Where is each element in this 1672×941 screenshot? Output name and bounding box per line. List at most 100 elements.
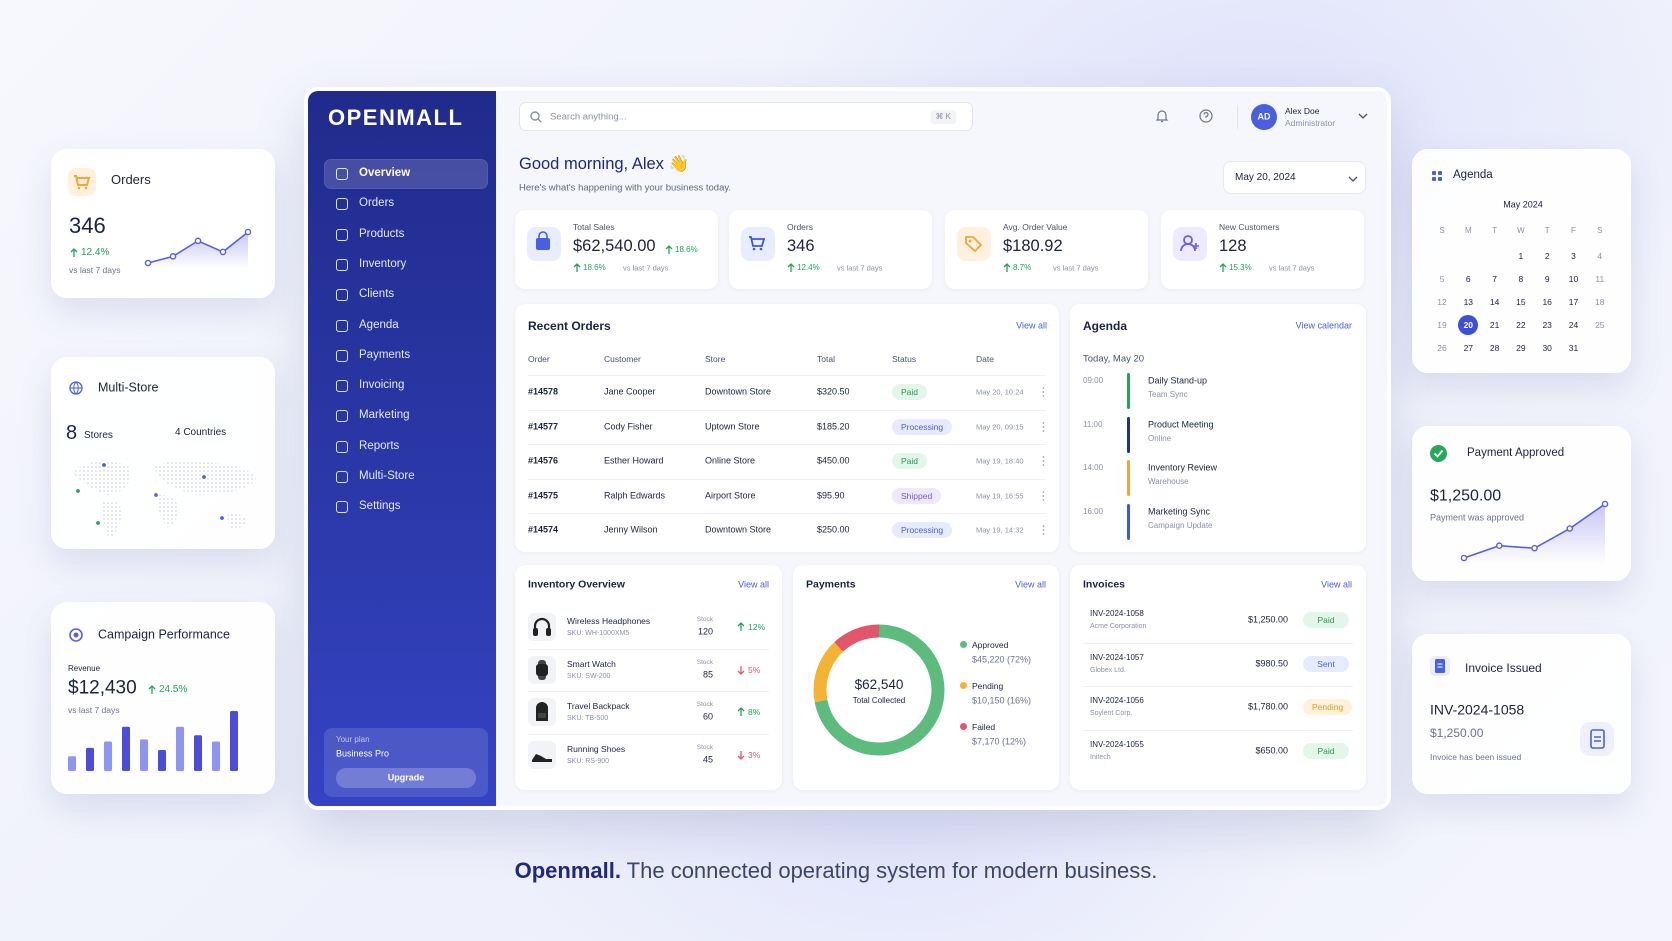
check-icon — [1430, 445, 1447, 462]
menu-dot — [1042, 425, 1045, 428]
sparkline-point — [144, 259, 152, 267]
widget-change: 24.5% — [159, 684, 188, 695]
bar — [230, 711, 238, 771]
search-box[interactable]: Search anything... ⌘ K — [519, 102, 973, 131]
calendar-day[interactable]: 13 — [1463, 296, 1474, 307]
nav-item[interactable]: Clients — [324, 280, 488, 310]
calendar-day[interactable]: 25 — [1595, 319, 1605, 330]
target-icon — [69, 628, 83, 642]
calendar-day[interactable]: 20 — [1463, 319, 1474, 330]
row-divider — [1083, 642, 1353, 644]
view-all-link[interactable]: View all — [1321, 579, 1352, 590]
card-title: Payments — [806, 578, 856, 591]
calendar-day[interactable]: 16 — [1542, 296, 1552, 307]
calendar-day[interactable]: 4 — [1597, 250, 1603, 261]
calendar-day[interactable]: 12 — [1437, 296, 1447, 307]
calendar-day[interactable]: 30 — [1542, 342, 1552, 353]
nav-item[interactable]: Products — [324, 220, 488, 250]
kpi-card: Avg. Order Value $180.92 8.7% vs last 7 day… — [945, 210, 1148, 289]
product-sku: SKU: RS-900 — [567, 757, 610, 765]
card-title: Agenda — [1083, 318, 1128, 333]
nav-label: Reports — [359, 439, 400, 452]
nav-item[interactable]: Multi-Store — [324, 462, 488, 492]
view-all-link[interactable]: View all — [1016, 320, 1047, 331]
upgrade-button[interactable]: Upgrade — [336, 768, 476, 788]
calendar-day[interactable]: 5 — [1439, 273, 1445, 284]
nav-item[interactable]: Inventory — [324, 250, 488, 280]
calendar-day[interactable]: 3 — [1571, 250, 1576, 261]
continent — [157, 494, 179, 527]
view-all-link[interactable]: View all — [1015, 579, 1046, 590]
event-title: Inventory Review — [1148, 462, 1218, 473]
order-cell: #14575 — [528, 490, 559, 501]
nav-item[interactable]: Reports — [324, 432, 488, 462]
status-pill: Paid — [1303, 742, 1349, 759]
bar — [212, 741, 220, 771]
invoice-amount: $650.00 — [1255, 745, 1288, 756]
kpi-badge: 18.6% — [675, 245, 698, 255]
calendar-day[interactable]: 26 — [1437, 342, 1447, 353]
calendar-day[interactable]: 24 — [1568, 319, 1579, 330]
calendar-day[interactable]: 1 — [1518, 250, 1524, 261]
calendar-day[interactable]: 10 — [1568, 273, 1579, 284]
calendar-day[interactable]: 2 — [1544, 250, 1550, 261]
arrow-up — [70, 248, 78, 257]
nav-item[interactable]: Orders — [324, 189, 488, 219]
arrow-shape — [148, 685, 156, 694]
view-calendar-link[interactable]: View calendar — [1295, 320, 1352, 331]
row-divider — [528, 733, 769, 735]
status-pill: Processing — [892, 418, 953, 435]
calendar-day[interactable]: 17 — [1568, 296, 1579, 307]
bar — [158, 749, 166, 771]
nav-item[interactable]: Settings — [324, 492, 488, 522]
help-q — [1203, 111, 1209, 118]
arrow-shape — [1219, 263, 1227, 272]
calendar-day[interactable]: 7 — [1492, 273, 1497, 284]
calendar-day[interactable]: 29 — [1516, 342, 1526, 353]
calendar-day[interactable]: 23 — [1542, 319, 1552, 330]
calendar-day[interactable]: 9 — [1544, 273, 1550, 284]
calendar-day[interactable]: 27 — [1463, 342, 1474, 353]
event-bar — [1127, 460, 1130, 496]
arrow-up — [148, 685, 156, 694]
row-menu — [1042, 387, 1045, 397]
calendar-day[interactable]: 15 — [1516, 296, 1526, 307]
row-menu — [1042, 490, 1045, 501]
widget-caption: Payment was approved — [1430, 512, 1525, 523]
nav-item[interactable]: Marketing — [324, 401, 488, 431]
nav-item[interactable]: Invoicing — [324, 371, 488, 401]
order-cell: Jenny Wilson — [604, 524, 658, 535]
nav-item[interactable]: Agenda — [324, 311, 488, 341]
nav-item[interactable]: Payments — [324, 341, 488, 371]
event-detail: Warehouse — [1148, 477, 1189, 487]
calendar-day[interactable]: 22 — [1516, 319, 1526, 330]
calendar-day[interactable]: 19 — [1437, 319, 1447, 330]
help-icon — [1199, 109, 1213, 123]
calendar-day[interactable]: 31 — [1568, 342, 1579, 353]
menu-dot — [1042, 494, 1045, 497]
calendar-day[interactable]: 18 — [1595, 296, 1605, 307]
event-title: Daily Stand-up — [1148, 375, 1208, 386]
view-all-link[interactable]: View all — [738, 579, 769, 590]
sparkline-point — [169, 253, 177, 260]
calendar-day[interactable]: 14 — [1489, 296, 1500, 307]
bar — [68, 756, 76, 771]
invoice-number: INV-2024-1058 — [1430, 701, 1525, 718]
calendar-day[interactable]: 28 — [1489, 342, 1500, 353]
calendar-day[interactable]: 6 — [1465, 273, 1471, 284]
event-bar — [1127, 373, 1130, 409]
kpi-period: vs last 7 days — [623, 263, 669, 273]
donut-chart — [813, 624, 945, 756]
nav-item[interactable]: Overview — [324, 159, 488, 189]
menu-dot — [1042, 529, 1045, 532]
calendar-day[interactable]: 8 — [1518, 273, 1524, 284]
calendar-day[interactable]: 21 — [1489, 319, 1500, 330]
app-window: OPENMALL Overview Orders Products Inventory C… — [304, 87, 1391, 810]
bar — [104, 741, 112, 771]
sparkline-point — [1495, 542, 1503, 550]
calendar-day[interactable]: 11 — [1595, 273, 1605, 284]
widget-label: Revenue — [68, 664, 101, 674]
legend-amount: $45,220 (72%) — [972, 654, 1032, 665]
date-picker[interactable]: May 20, 2024 — [1223, 161, 1366, 194]
order-cell: May 20, 09:15 — [976, 422, 1024, 432]
